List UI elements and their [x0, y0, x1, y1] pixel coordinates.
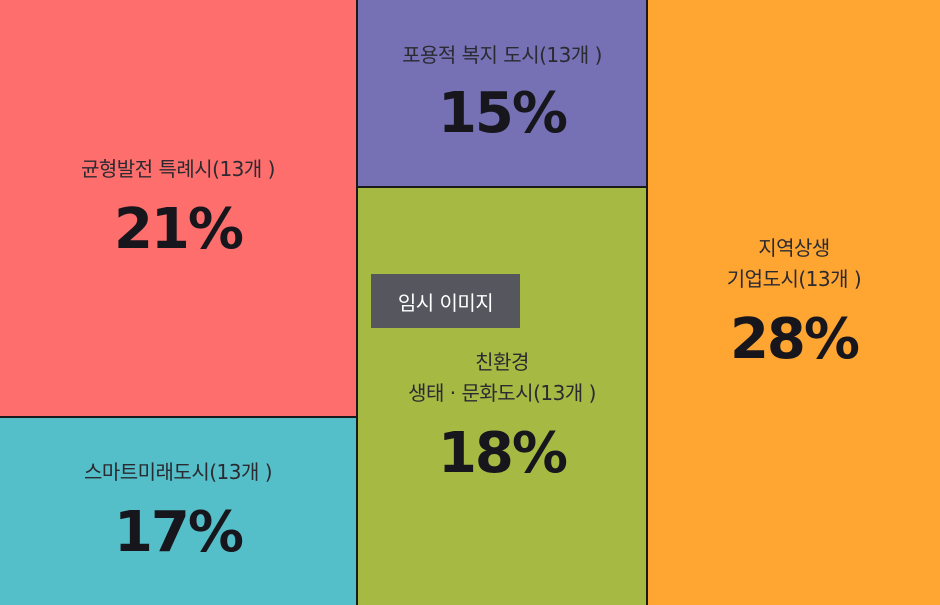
tile-inclusive-welfare: 포용적 복지 도시(13개 ) 15% — [358, 0, 646, 186]
temp-image-badge: 임시 이미지 — [371, 274, 520, 328]
tile-balanced-development: 균형발전 특례시(13개 ) 21% — [0, 0, 356, 416]
tile-percent: 18% — [437, 420, 568, 486]
tile-percent: 17% — [113, 500, 244, 565]
tile-eco-culture-city: 친환경 생태 · 문화도시(13개 ) 18% — [358, 188, 646, 605]
tile-percent: 15% — [437, 80, 568, 146]
tile-percent: 21% — [113, 196, 244, 262]
tile-label: 균형발전 특례시(13개 ) — [81, 156, 275, 181]
tile-percent: 28% — [729, 306, 860, 372]
tile-regional-corporate-city: 지역상생 기업도시(13개 ) 28% — [648, 0, 940, 605]
tile-label: 스마트미래도시(13개 ) — [83, 460, 273, 484]
tile-label: 포용적 복지 도시(13개 ) — [402, 42, 602, 67]
tile-label: 친환경 생태 · 문화도시(13개 ) — [408, 349, 596, 405]
tile-smart-future-city: 스마트미래도시(13개 ) 17% — [0, 418, 356, 605]
tile-label: 지역상생 기업도시(13개 ) — [726, 235, 862, 291]
